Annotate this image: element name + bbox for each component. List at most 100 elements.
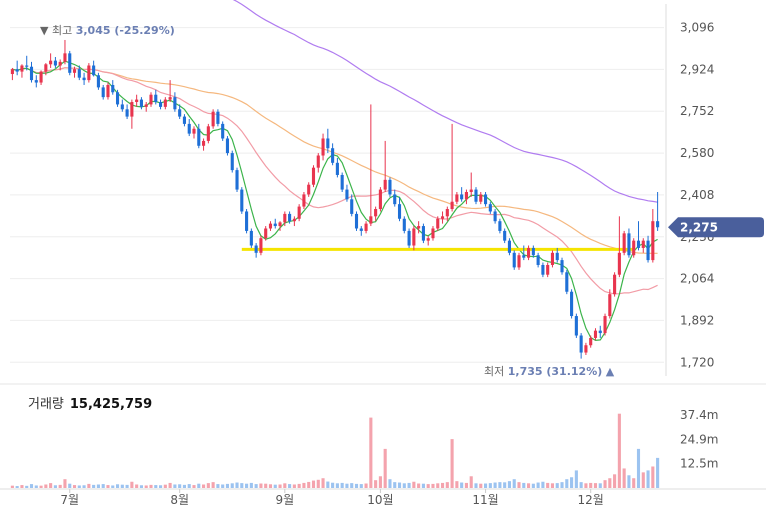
volume-bar	[240, 483, 244, 488]
candle	[507, 238, 512, 256]
volume-bar	[474, 483, 478, 488]
candle-body	[622, 233, 626, 253]
candle-body	[34, 80, 38, 83]
volume-bar	[517, 482, 521, 488]
price-tick-label: 1,720	[680, 355, 714, 369]
volume-bar	[565, 479, 569, 488]
candle-body	[29, 66, 34, 81]
volume-bar	[235, 482, 239, 488]
candle	[115, 89, 120, 107]
candle	[593, 328, 598, 341]
volume-bar	[77, 485, 81, 488]
volume-bar	[527, 483, 531, 488]
candle-body	[383, 179, 387, 190]
candle	[20, 64, 24, 78]
volume-bar	[498, 482, 502, 488]
candle	[264, 226, 268, 241]
candle	[479, 192, 483, 205]
candle-body	[464, 192, 468, 200]
candle	[555, 247, 559, 263]
candle-body	[158, 102, 163, 107]
candle-body	[354, 213, 359, 229]
candle	[469, 172, 473, 197]
candle	[101, 84, 105, 100]
candle-body	[25, 65, 29, 67]
candle	[584, 342, 588, 355]
candle	[34, 75, 38, 88]
candle-body	[340, 174, 344, 190]
volume-bar	[221, 484, 225, 488]
candle-body	[96, 75, 100, 88]
candle	[450, 123, 454, 212]
candle-body	[316, 155, 320, 168]
candle-body	[460, 194, 464, 200]
candle-body	[613, 274, 617, 295]
candle	[216, 109, 220, 127]
candle	[44, 63, 48, 76]
volume-bar	[187, 484, 191, 488]
volume-bar	[288, 484, 292, 488]
candle-body	[546, 264, 550, 275]
candle	[149, 92, 153, 107]
candle	[603, 313, 607, 336]
volume-bar	[507, 481, 512, 488]
candle	[345, 184, 349, 202]
volume-bar	[53, 485, 57, 488]
candle-body	[111, 84, 115, 93]
volume-bar	[264, 483, 268, 488]
candle-body	[426, 238, 430, 241]
volume-bar	[63, 479, 67, 488]
volume-bar	[627, 475, 631, 488]
volume-bar	[139, 485, 143, 488]
candle-body	[115, 92, 120, 105]
candle	[49, 53, 53, 68]
candle-body	[254, 245, 258, 253]
volume-bar	[311, 480, 316, 488]
candle	[182, 114, 187, 127]
candle-body	[512, 252, 516, 268]
candle	[546, 262, 550, 278]
volume-bar	[617, 413, 621, 488]
candle	[259, 235, 263, 256]
candle-body	[350, 199, 354, 214]
candle-body	[283, 213, 287, 223]
volume-bar	[20, 485, 24, 488]
candle-body	[77, 69, 81, 78]
candle	[493, 209, 497, 224]
candle	[202, 138, 206, 151]
volume-bar	[493, 482, 497, 488]
candle	[297, 204, 301, 222]
candle	[92, 60, 96, 77]
volume-bar	[316, 479, 320, 488]
volume-bar	[613, 474, 617, 488]
candle	[613, 272, 617, 297]
candle-body	[641, 240, 645, 248]
candle-body	[656, 221, 660, 228]
candle-body	[359, 228, 363, 231]
volume-bar	[144, 485, 148, 488]
volume-bar	[359, 484, 363, 488]
candle-body	[541, 264, 545, 275]
volume-bar	[254, 484, 258, 488]
month-label: 12월	[578, 493, 604, 507]
candle	[68, 50, 72, 76]
candle-body	[531, 247, 535, 256]
volume-bar	[29, 484, 34, 488]
candle-body	[58, 61, 62, 66]
candle-body	[235, 170, 239, 190]
candle-body	[331, 148, 335, 163]
candle	[25, 55, 29, 71]
candle	[307, 182, 311, 197]
volume-bar	[636, 448, 641, 488]
volume-bar	[268, 484, 273, 488]
volume-bar	[44, 484, 48, 488]
candle-body	[106, 84, 110, 98]
candle-body	[421, 226, 425, 241]
candle	[77, 65, 81, 81]
candle-body	[589, 337, 593, 346]
candle-body	[302, 194, 306, 207]
candle-body	[593, 330, 598, 338]
candle	[598, 325, 602, 338]
ma20-line	[12, 67, 658, 295]
